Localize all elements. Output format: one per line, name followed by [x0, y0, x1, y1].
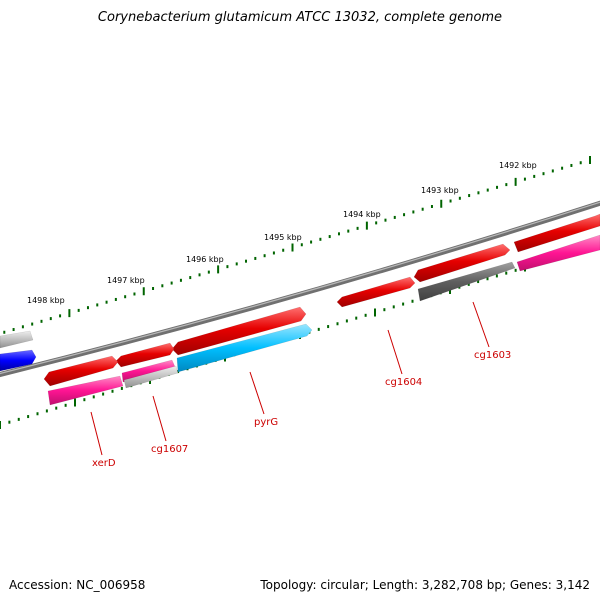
genome-backbone-highlight: [0, 201, 600, 375]
leader-cg1604: [387, 329, 403, 375]
accession-text: Accession: NC_006958: [9, 578, 146, 592]
gene-label-pyrG[interactable]: pyrG: [254, 417, 278, 428]
gene-xerD-arrow[interactable]: [43, 355, 119, 387]
gene-cg1604-arrow[interactable]: [336, 276, 416, 308]
leader-cg1603: [472, 301, 490, 348]
gene-cg1603b-arrow[interactable]: [413, 243, 511, 283]
gene-label-cg1603[interactable]: cg1603: [474, 350, 511, 361]
genome-title: Corynebacterium glutamicum ATCC 13032, c…: [97, 10, 503, 25]
scale-label-1498: 1498 kbp: [27, 296, 65, 305]
scale-label-1492: 1492 kbp: [499, 161, 537, 170]
gene-pyrG-arrow[interactable]: [176, 323, 313, 373]
scale-label-1495: 1495 kbp: [264, 233, 302, 242]
gene-label-cg1607[interactable]: cg1607: [151, 444, 188, 455]
leader-cg1607: [152, 395, 167, 442]
label-leader-lines: [90, 301, 490, 456]
scale-label-1496: 1496 kbp: [186, 255, 224, 264]
scale-label-1493: 1493 kbp: [421, 186, 459, 195]
gene-label-xerD[interactable]: xerD: [92, 458, 116, 469]
scale-label-1497: 1497 kbp: [107, 276, 145, 285]
gene-label-cg1604[interactable]: cg1604: [385, 377, 422, 388]
gene-cg1603-arrow[interactable]: [417, 261, 516, 302]
gene-labels: cg1603 cg1604 pyrG cg1607 xerD: [92, 350, 511, 469]
gene-cg1602-arrow[interactable]: [516, 234, 600, 272]
topology-summary: Topology: circular; Length: 3,282,708 bp…: [260, 578, 590, 592]
gene-cg1601-arrow[interactable]: [513, 213, 600, 253]
gene-xerD-reverse-arrow[interactable]: [47, 375, 124, 406]
leader-pyrG: [249, 371, 265, 415]
gene-cg1610-arrow[interactable]: [0, 349, 37, 372]
gene-cg1607c-arrow[interactable]: [123, 365, 179, 389]
genome-backbone: [0, 200, 600, 378]
scale-labels: 1492 kbp 1493 kbp 1494 kbp 1495 kbp 1496…: [27, 161, 537, 305]
outer-scale-ring: [3, 156, 591, 334]
leader-xerD: [90, 411, 103, 456]
scale-label-1494: 1494 kbp: [343, 210, 381, 219]
gene-cg1609-arrow[interactable]: [0, 330, 34, 349]
